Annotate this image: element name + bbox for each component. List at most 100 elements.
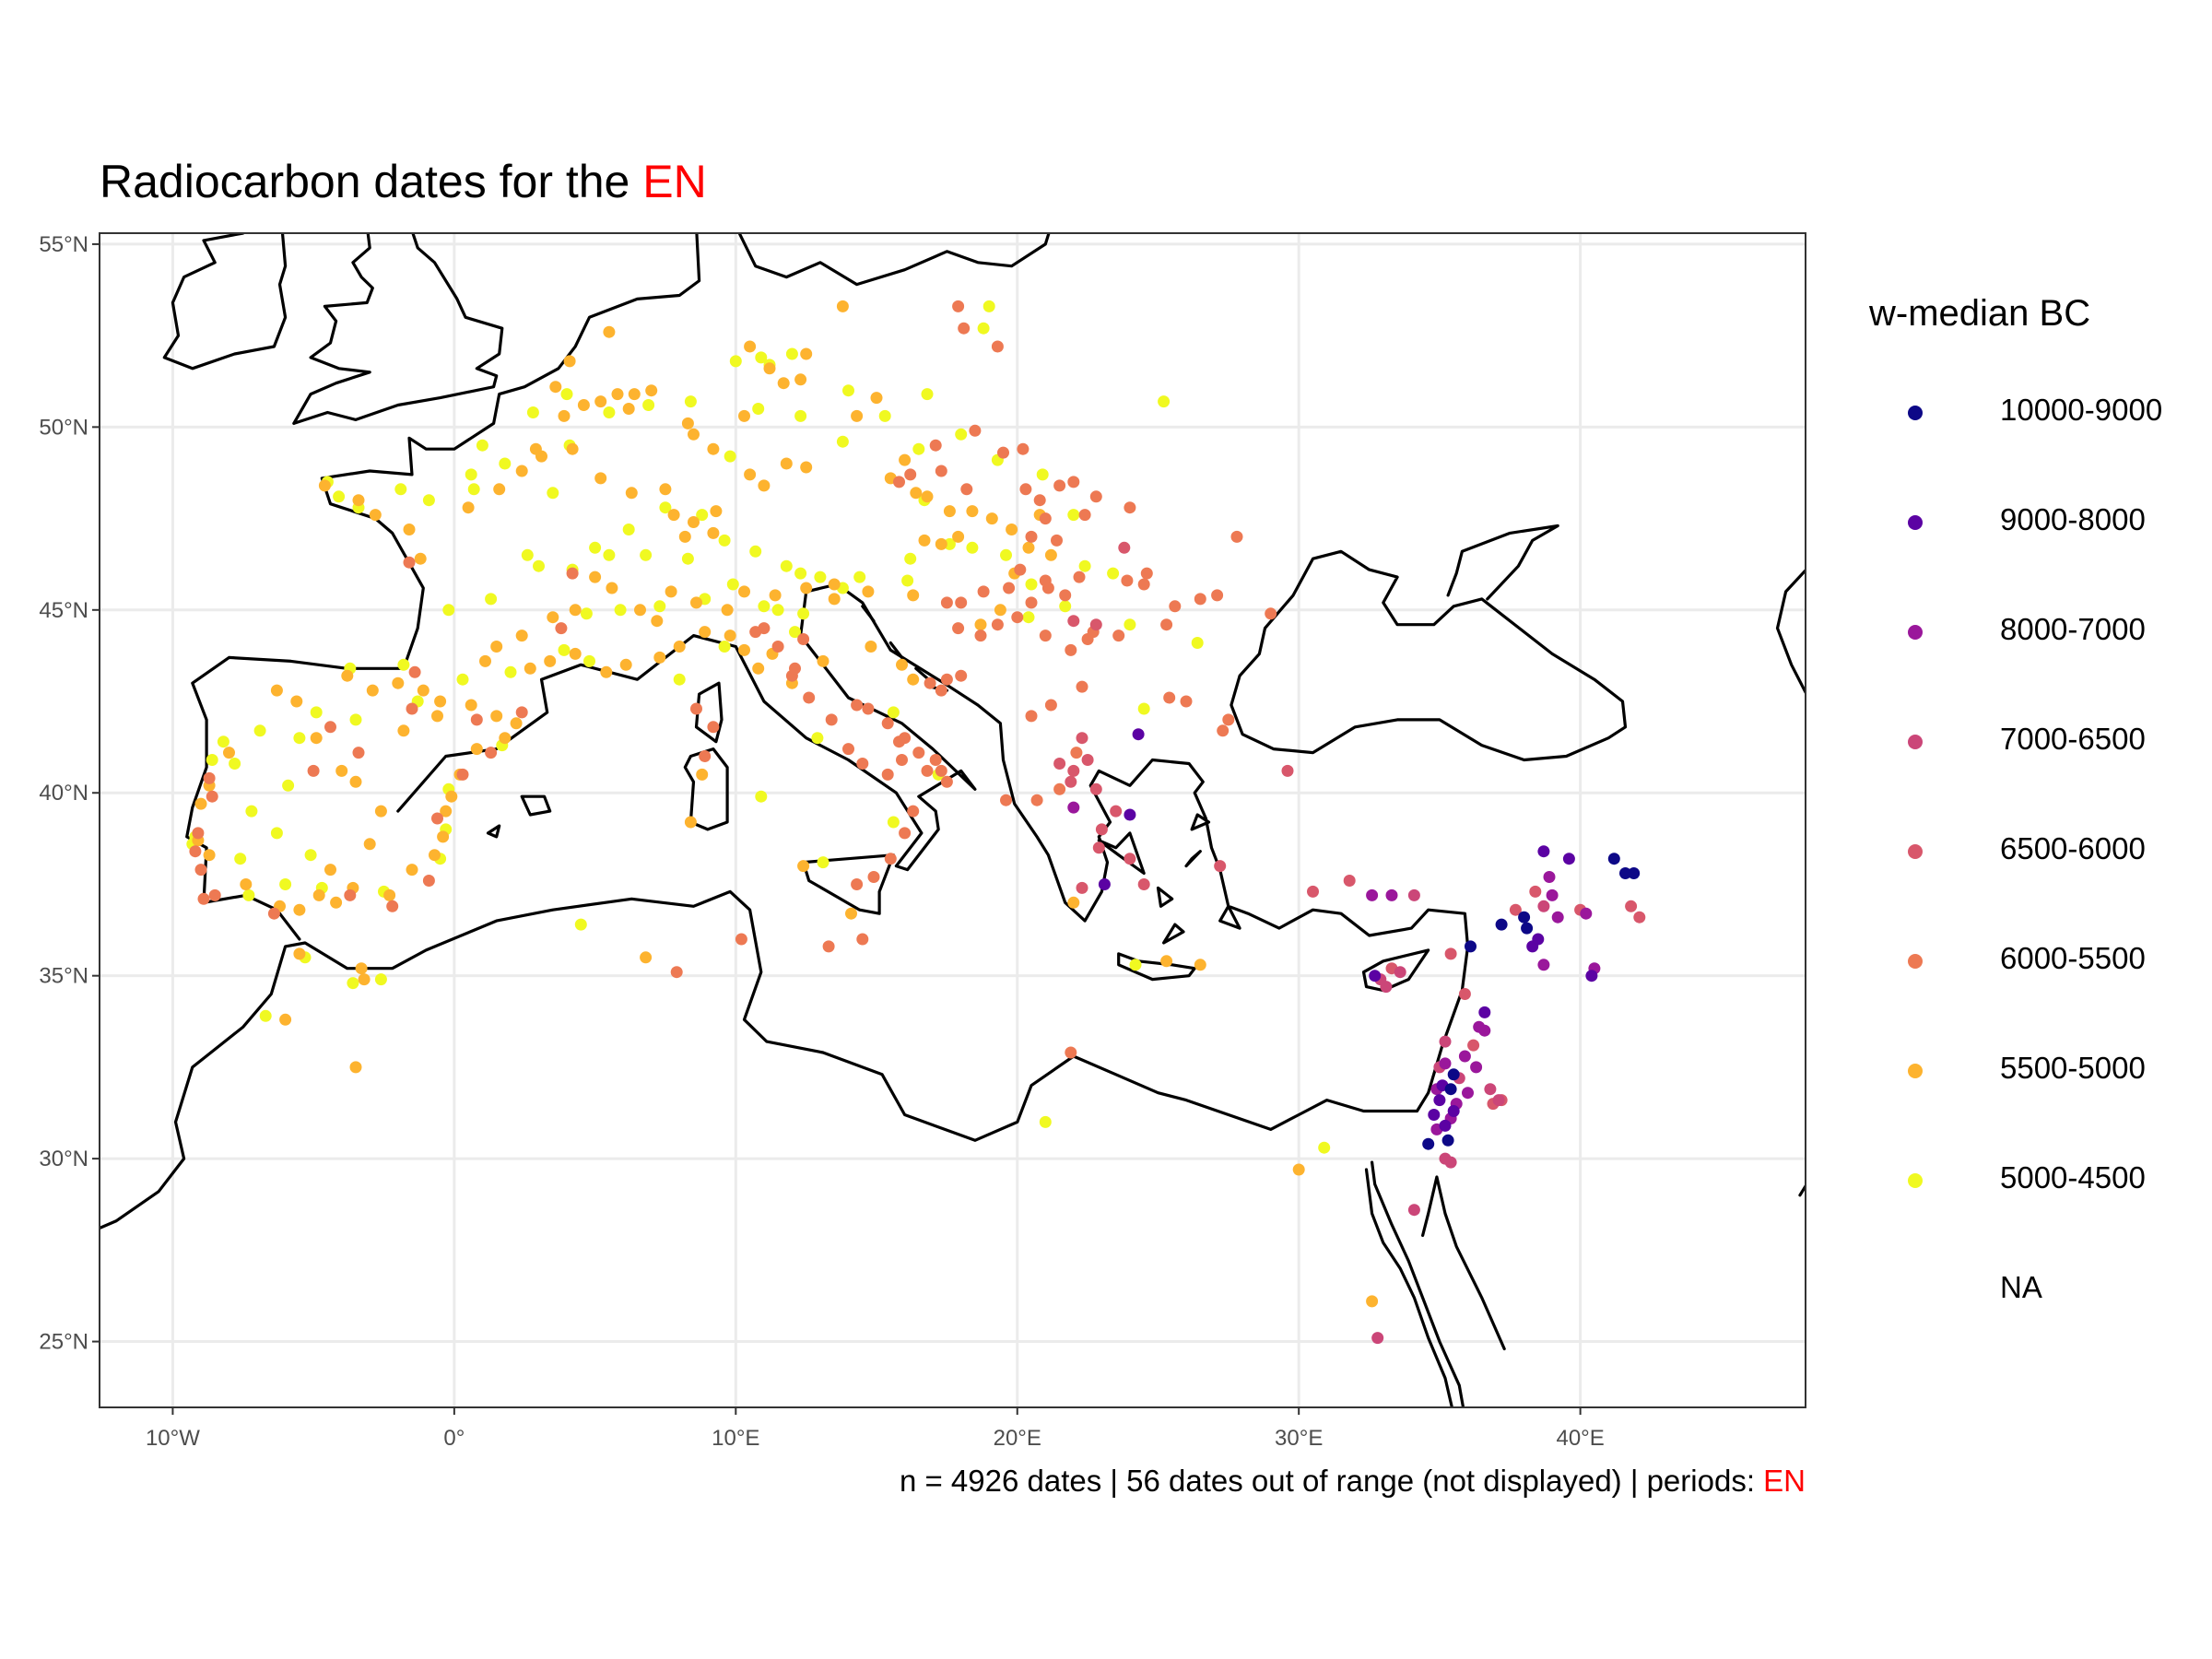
date-point bbox=[431, 710, 443, 723]
date-point bbox=[659, 483, 672, 496]
date-point bbox=[800, 347, 813, 360]
date-point bbox=[279, 878, 292, 890]
date-point bbox=[991, 618, 1004, 631]
date-point bbox=[724, 629, 736, 642]
date-point bbox=[544, 654, 557, 667]
date-point bbox=[1067, 509, 1080, 522]
date-point bbox=[1439, 1035, 1452, 1048]
date-point bbox=[921, 490, 934, 503]
date-point bbox=[1217, 724, 1230, 737]
date-point bbox=[1098, 878, 1111, 890]
date-point bbox=[1281, 764, 1294, 777]
date-point bbox=[955, 596, 968, 609]
date-point bbox=[785, 347, 798, 360]
date-point bbox=[1495, 918, 1508, 931]
date-point bbox=[611, 388, 624, 401]
y-tick-label: 50°N bbox=[39, 415, 88, 440]
date-point bbox=[718, 641, 731, 653]
date-point bbox=[1380, 981, 1393, 994]
date-point bbox=[440, 805, 453, 818]
date-point bbox=[724, 450, 736, 463]
legend-item-6000-5500: 6000-5500 bbox=[1908, 934, 2212, 989]
date-point bbox=[862, 702, 875, 715]
date-point bbox=[1025, 578, 1038, 591]
coast-caspian bbox=[1775, 568, 1806, 696]
date-point bbox=[470, 743, 483, 756]
date-point bbox=[921, 388, 934, 401]
date-point bbox=[797, 607, 810, 620]
date-point bbox=[1521, 922, 1534, 935]
date-point bbox=[681, 417, 694, 429]
date-point bbox=[985, 512, 998, 525]
date-point bbox=[569, 604, 582, 617]
date-point bbox=[794, 373, 807, 386]
date-point bbox=[1366, 888, 1379, 901]
date-point bbox=[688, 428, 700, 441]
date-point bbox=[406, 864, 418, 877]
date-point bbox=[1180, 695, 1193, 708]
date-point bbox=[429, 849, 441, 862]
date-point bbox=[769, 589, 782, 602]
date-point bbox=[910, 487, 923, 500]
date-point bbox=[1562, 853, 1575, 865]
date-point bbox=[1039, 1115, 1052, 1128]
date-point bbox=[729, 355, 742, 368]
date-point bbox=[434, 695, 447, 708]
date-point bbox=[619, 658, 632, 671]
date-point bbox=[203, 771, 216, 784]
y-tick-label: 40°N bbox=[39, 781, 88, 806]
coast-crete bbox=[1117, 952, 1196, 982]
date-point bbox=[1092, 841, 1105, 854]
date-point bbox=[1551, 911, 1564, 924]
date-point bbox=[780, 457, 793, 470]
y-tick-label: 30°N bbox=[39, 1147, 88, 1171]
date-point bbox=[603, 406, 616, 418]
title-period: EN bbox=[642, 156, 707, 207]
date-point bbox=[862, 585, 875, 598]
date-point bbox=[445, 790, 458, 803]
legend-item-na: NA bbox=[1908, 1263, 2212, 1318]
date-point bbox=[344, 888, 357, 901]
legend-item-5500-5000: 5500-5000 bbox=[1908, 1043, 2212, 1099]
coast-sardinia bbox=[683, 747, 729, 831]
date-point bbox=[245, 805, 258, 818]
legend-label: 5000-4500 bbox=[2000, 1160, 2146, 1194]
date-point bbox=[1025, 530, 1038, 543]
date-point bbox=[777, 377, 790, 390]
date-point bbox=[333, 490, 346, 503]
date-point bbox=[1039, 629, 1052, 642]
date-point bbox=[842, 384, 854, 397]
date-point bbox=[510, 717, 523, 730]
date-point bbox=[397, 724, 410, 737]
date-point bbox=[358, 973, 371, 986]
date-point bbox=[940, 673, 953, 686]
date-point bbox=[940, 596, 953, 609]
date-point bbox=[907, 589, 920, 602]
date-point bbox=[958, 322, 971, 335]
date-point bbox=[974, 618, 987, 631]
date-point bbox=[935, 537, 947, 550]
date-point bbox=[1439, 1119, 1452, 1132]
date-point bbox=[752, 662, 765, 675]
date-point bbox=[485, 593, 498, 606]
date-point bbox=[707, 442, 720, 455]
date-point bbox=[1473, 1020, 1486, 1033]
date-point bbox=[690, 702, 702, 715]
date-point bbox=[442, 604, 455, 617]
date-point bbox=[515, 706, 528, 719]
date-point bbox=[1439, 1057, 1452, 1070]
y-tick-label: 55°N bbox=[39, 232, 88, 257]
date-point bbox=[1433, 1094, 1446, 1107]
date-point bbox=[622, 403, 635, 415]
date-point bbox=[304, 849, 317, 862]
date-point bbox=[456, 673, 469, 686]
date-point bbox=[1529, 885, 1542, 898]
coast-europe-mainland bbox=[100, 582, 1470, 1230]
x-tick-label: 0° bbox=[443, 1426, 465, 1451]
date-point bbox=[1169, 600, 1182, 613]
date-point bbox=[1518, 911, 1531, 924]
date-point bbox=[490, 641, 503, 653]
date-point bbox=[622, 524, 635, 535]
date-point bbox=[1089, 618, 1102, 631]
date-point bbox=[392, 677, 405, 689]
